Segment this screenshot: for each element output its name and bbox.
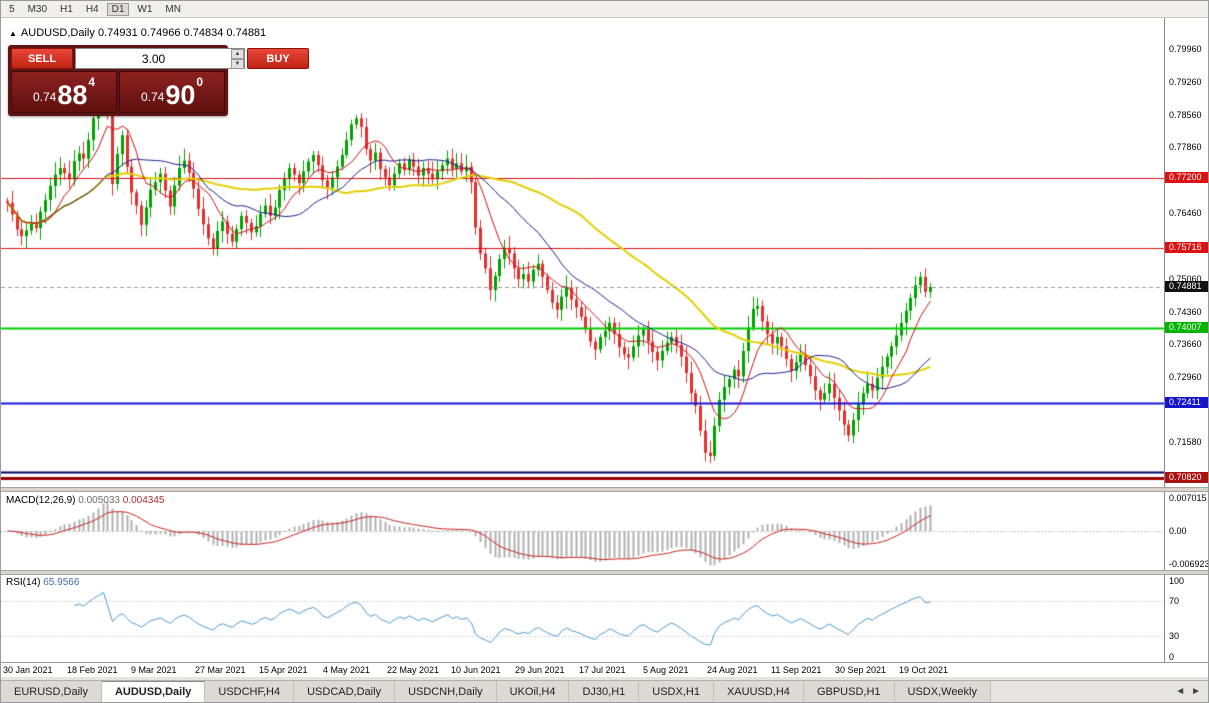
- rsi-indicator-label: RSI(14) 65.9566: [6, 577, 80, 588]
- date-label: 11 Sep 2021: [771, 665, 822, 675]
- macd-indicator-label: MACD(12,26,9) 0.005033 0.004345: [6, 495, 165, 506]
- axis-tick: 0.74360: [1169, 306, 1202, 317]
- current-price-badge: 0.74881: [1165, 281, 1208, 293]
- rsi-scale-tick: 100: [1169, 576, 1185, 586]
- volume-down-button[interactable]: ▼: [231, 59, 244, 69]
- axis-tick: 0.73660: [1169, 339, 1202, 350]
- date-label: 22 May 2021: [387, 665, 440, 675]
- rsi-scale-tick: 0: [1169, 652, 1175, 662]
- chart-tabs: EURUSD,Daily AUDUSD,Daily USDCHF,H4 USDCAD,…: [1, 681, 991, 702]
- date-label: 9 Mar 2021: [131, 665, 177, 675]
- volume-input[interactable]: [76, 49, 231, 68]
- axis-price-badge: 0.72411: [1165, 397, 1208, 408]
- chart-tab-xauusd-h4[interactable]: XAUUSD,H4: [713, 681, 804, 702]
- chart-symbol-title: AUDUSD,Daily: [20, 27, 95, 39]
- collapse-panel-icon[interactable]: ▲: [9, 29, 17, 38]
- tab-scroll-controls: ◄ ►: [1166, 681, 1208, 702]
- macd-scale-tick: 0.00: [1169, 526, 1187, 536]
- volume-field: ▲ ▼: [75, 48, 245, 69]
- axis-price-badge: 0.70820: [1165, 471, 1208, 483]
- macd-indicator-canvas[interactable]: [1, 492, 1164, 570]
- sell-price-big-digits: 88: [57, 80, 88, 110]
- tabs-scroll-right-icon[interactable]: ►: [1191, 686, 1201, 697]
- timeframe-button-d1[interactable]: D1: [106, 2, 130, 16]
- date-label: 27 Mar 2021: [195, 665, 246, 675]
- axis-tick: 0.71580: [1169, 436, 1202, 447]
- axis-price-badge: 0.77200: [1165, 172, 1208, 184]
- sell-button[interactable]: SELL: [11, 48, 73, 69]
- date-label: 24 Aug 2021: [707, 665, 758, 675]
- axis-tick: 0.78560: [1169, 109, 1202, 120]
- sell-price-button[interactable]: 0.74 88 4: [11, 71, 117, 113]
- buy-price-big-digits: 90: [165, 80, 196, 110]
- pane-splitter-rsi[interactable]: [1, 570, 1208, 575]
- buy-price-pipette: 0: [196, 75, 204, 89]
- chart-tab-usdcad-daily[interactable]: USDCAD,Daily: [294, 681, 396, 702]
- chart-window: ▲ AUDUSD,Daily 0.74931 0.74966 0.74834 0.…: [1, 18, 1209, 677]
- timeframe-button-w1[interactable]: W1: [137, 3, 153, 15]
- buy-button[interactable]: BUY: [247, 48, 309, 69]
- macd-main-value: 0.005033: [78, 495, 120, 506]
- chart-tab-gbpusd-h1[interactable]: GBPUSD,H1: [803, 681, 895, 702]
- chart-tab-bar: EURUSD,Daily AUDUSD,Daily USDCHF,H4 USDCAD,…: [1, 680, 1208, 702]
- chart-ohlc-values: 0.74931 0.74966 0.74834 0.74881: [97, 27, 267, 39]
- axis-tick: 0.75060: [1169, 273, 1202, 284]
- chart-tab-usdx-weekly[interactable]: USDX,Weekly: [894, 681, 991, 702]
- date-label: 19 Oct 2021: [899, 665, 949, 675]
- axis-tick: 0.72960: [1169, 372, 1202, 383]
- date-label: 17 Jul 2021: [579, 665, 626, 675]
- buy-price-button[interactable]: 0.74 90 0: [119, 71, 225, 113]
- chart-tab-dj30-h1[interactable]: DJ30,H1: [569, 681, 640, 702]
- rsi-value: 65.9566: [43, 577, 80, 588]
- date-label: 4 May 2021: [323, 665, 371, 675]
- volume-up-button[interactable]: ▲: [231, 49, 244, 59]
- macd-scale-tick: 0.007015: [1169, 493, 1207, 503]
- date-label: 10 Jun 2021: [451, 665, 501, 675]
- timeframe-button-m30[interactable]: M30: [27, 3, 48, 15]
- timeframe-button-mn[interactable]: MN: [165, 3, 181, 15]
- chart-tab-usdx-h1[interactable]: USDX,H1: [639, 681, 714, 702]
- chart-tab-usdchf-h4[interactable]: USDCHF,H4: [205, 681, 295, 702]
- timeframe-button-5[interactable]: 5: [9, 3, 15, 15]
- buy-price-prefix: 0.74: [140, 90, 165, 104]
- axis-price-badge: 0.75716: [1165, 241, 1208, 253]
- axis-price-badge: 0.74007: [1165, 322, 1208, 334]
- date-label: 29 Jun 2021: [515, 665, 565, 675]
- chart-header: ▲ AUDUSD,Daily 0.74931 0.74966 0.74834 0.…: [9, 27, 266, 39]
- timeframe-button-h4[interactable]: H4: [85, 3, 99, 15]
- chart-tab-usdcnh-daily[interactable]: USDCNH,Daily: [395, 681, 497, 702]
- macd-scale-tick: -0.006923: [1169, 559, 1209, 569]
- timeframe-button-h1[interactable]: H1: [60, 3, 73, 15]
- date-label: 15 Apr 2021: [259, 665, 308, 675]
- date-label: 5 Aug 2021: [643, 665, 689, 675]
- price-axis: 0.79960 0.79260 0.78560 0.77860 0.76460 0.750…: [1164, 18, 1209, 662]
- date-label: 18 Feb 2021: [67, 665, 118, 675]
- axis-tick: 0.79960: [1169, 43, 1202, 54]
- pane-splitter-macd[interactable]: [1, 487, 1208, 492]
- volume-spinner: ▲ ▼: [231, 49, 244, 69]
- chart-tab-audusd-daily[interactable]: AUDUSD,Daily: [101, 681, 206, 702]
- tabs-scroll-left-icon[interactable]: ◄: [1175, 686, 1186, 697]
- rsi-scale-tick: 70: [1169, 596, 1180, 607]
- rsi-scale-tick: 30: [1169, 630, 1180, 641]
- rsi-indicator-canvas[interactable]: [1, 575, 1164, 662]
- sell-price-prefix: 0.74: [32, 90, 57, 104]
- time-axis: 30 Jan 2021 18 Feb 2021 9 Mar 2021 27 Mar 2…: [1, 662, 1208, 677]
- axis-tick: 0.76460: [1169, 208, 1202, 219]
- axis-tick: 0.79260: [1169, 76, 1202, 87]
- date-label: 30 Jan 2021: [3, 665, 53, 675]
- date-label: 30 Sep 2021: [835, 665, 887, 675]
- chart-tab-eurusd-daily[interactable]: EURUSD,Daily: [1, 681, 102, 702]
- sell-price-pipette: 4: [88, 75, 96, 89]
- macd-signal-value: 0.004345: [122, 495, 165, 506]
- chart-tab-ukoil-h4[interactable]: UKOil,H4: [496, 681, 570, 702]
- axis-tick: 0.77860: [1169, 142, 1202, 153]
- timeframe-toolbar: 5 M30 H1 H4 D1 W1 MN: [1, 1, 1208, 18]
